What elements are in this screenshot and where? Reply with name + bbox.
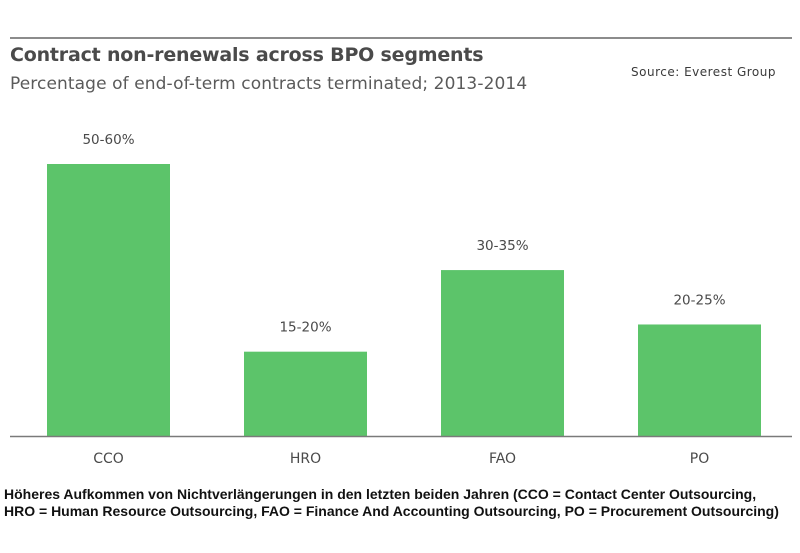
chart-subtitle: Percentage of end-of-term contracts term… — [10, 74, 528, 94]
tick-label-fao: FAO — [489, 451, 516, 467]
bar-cco — [47, 164, 170, 436]
tick-label-cco: CCO — [93, 451, 124, 467]
data-label-fao: 30-35% — [476, 238, 528, 254]
tick-label-hro: HRO — [290, 451, 321, 467]
top-rule — [10, 37, 792, 39]
source-note: Source: Everest Group — [631, 65, 776, 79]
figure-caption: Höheres Aufkommen von Nichtverlängerunge… — [4, 486, 779, 519]
bar-po — [638, 324, 761, 436]
bar-fao — [441, 270, 564, 436]
bar-hro — [244, 351, 367, 436]
chart-title: Contract non-renewals across BPO segment… — [10, 44, 484, 66]
data-label-po: 20-25% — [673, 292, 725, 308]
data-label-hro: 15-20% — [279, 320, 331, 336]
tick-label-po: PO — [690, 451, 709, 467]
bar-chart: 50-60% CCO 15-20% HRO 30-35% FAO 20-25% PO — [10, 132, 792, 467]
data-label-cco: 50-60% — [82, 132, 134, 148]
